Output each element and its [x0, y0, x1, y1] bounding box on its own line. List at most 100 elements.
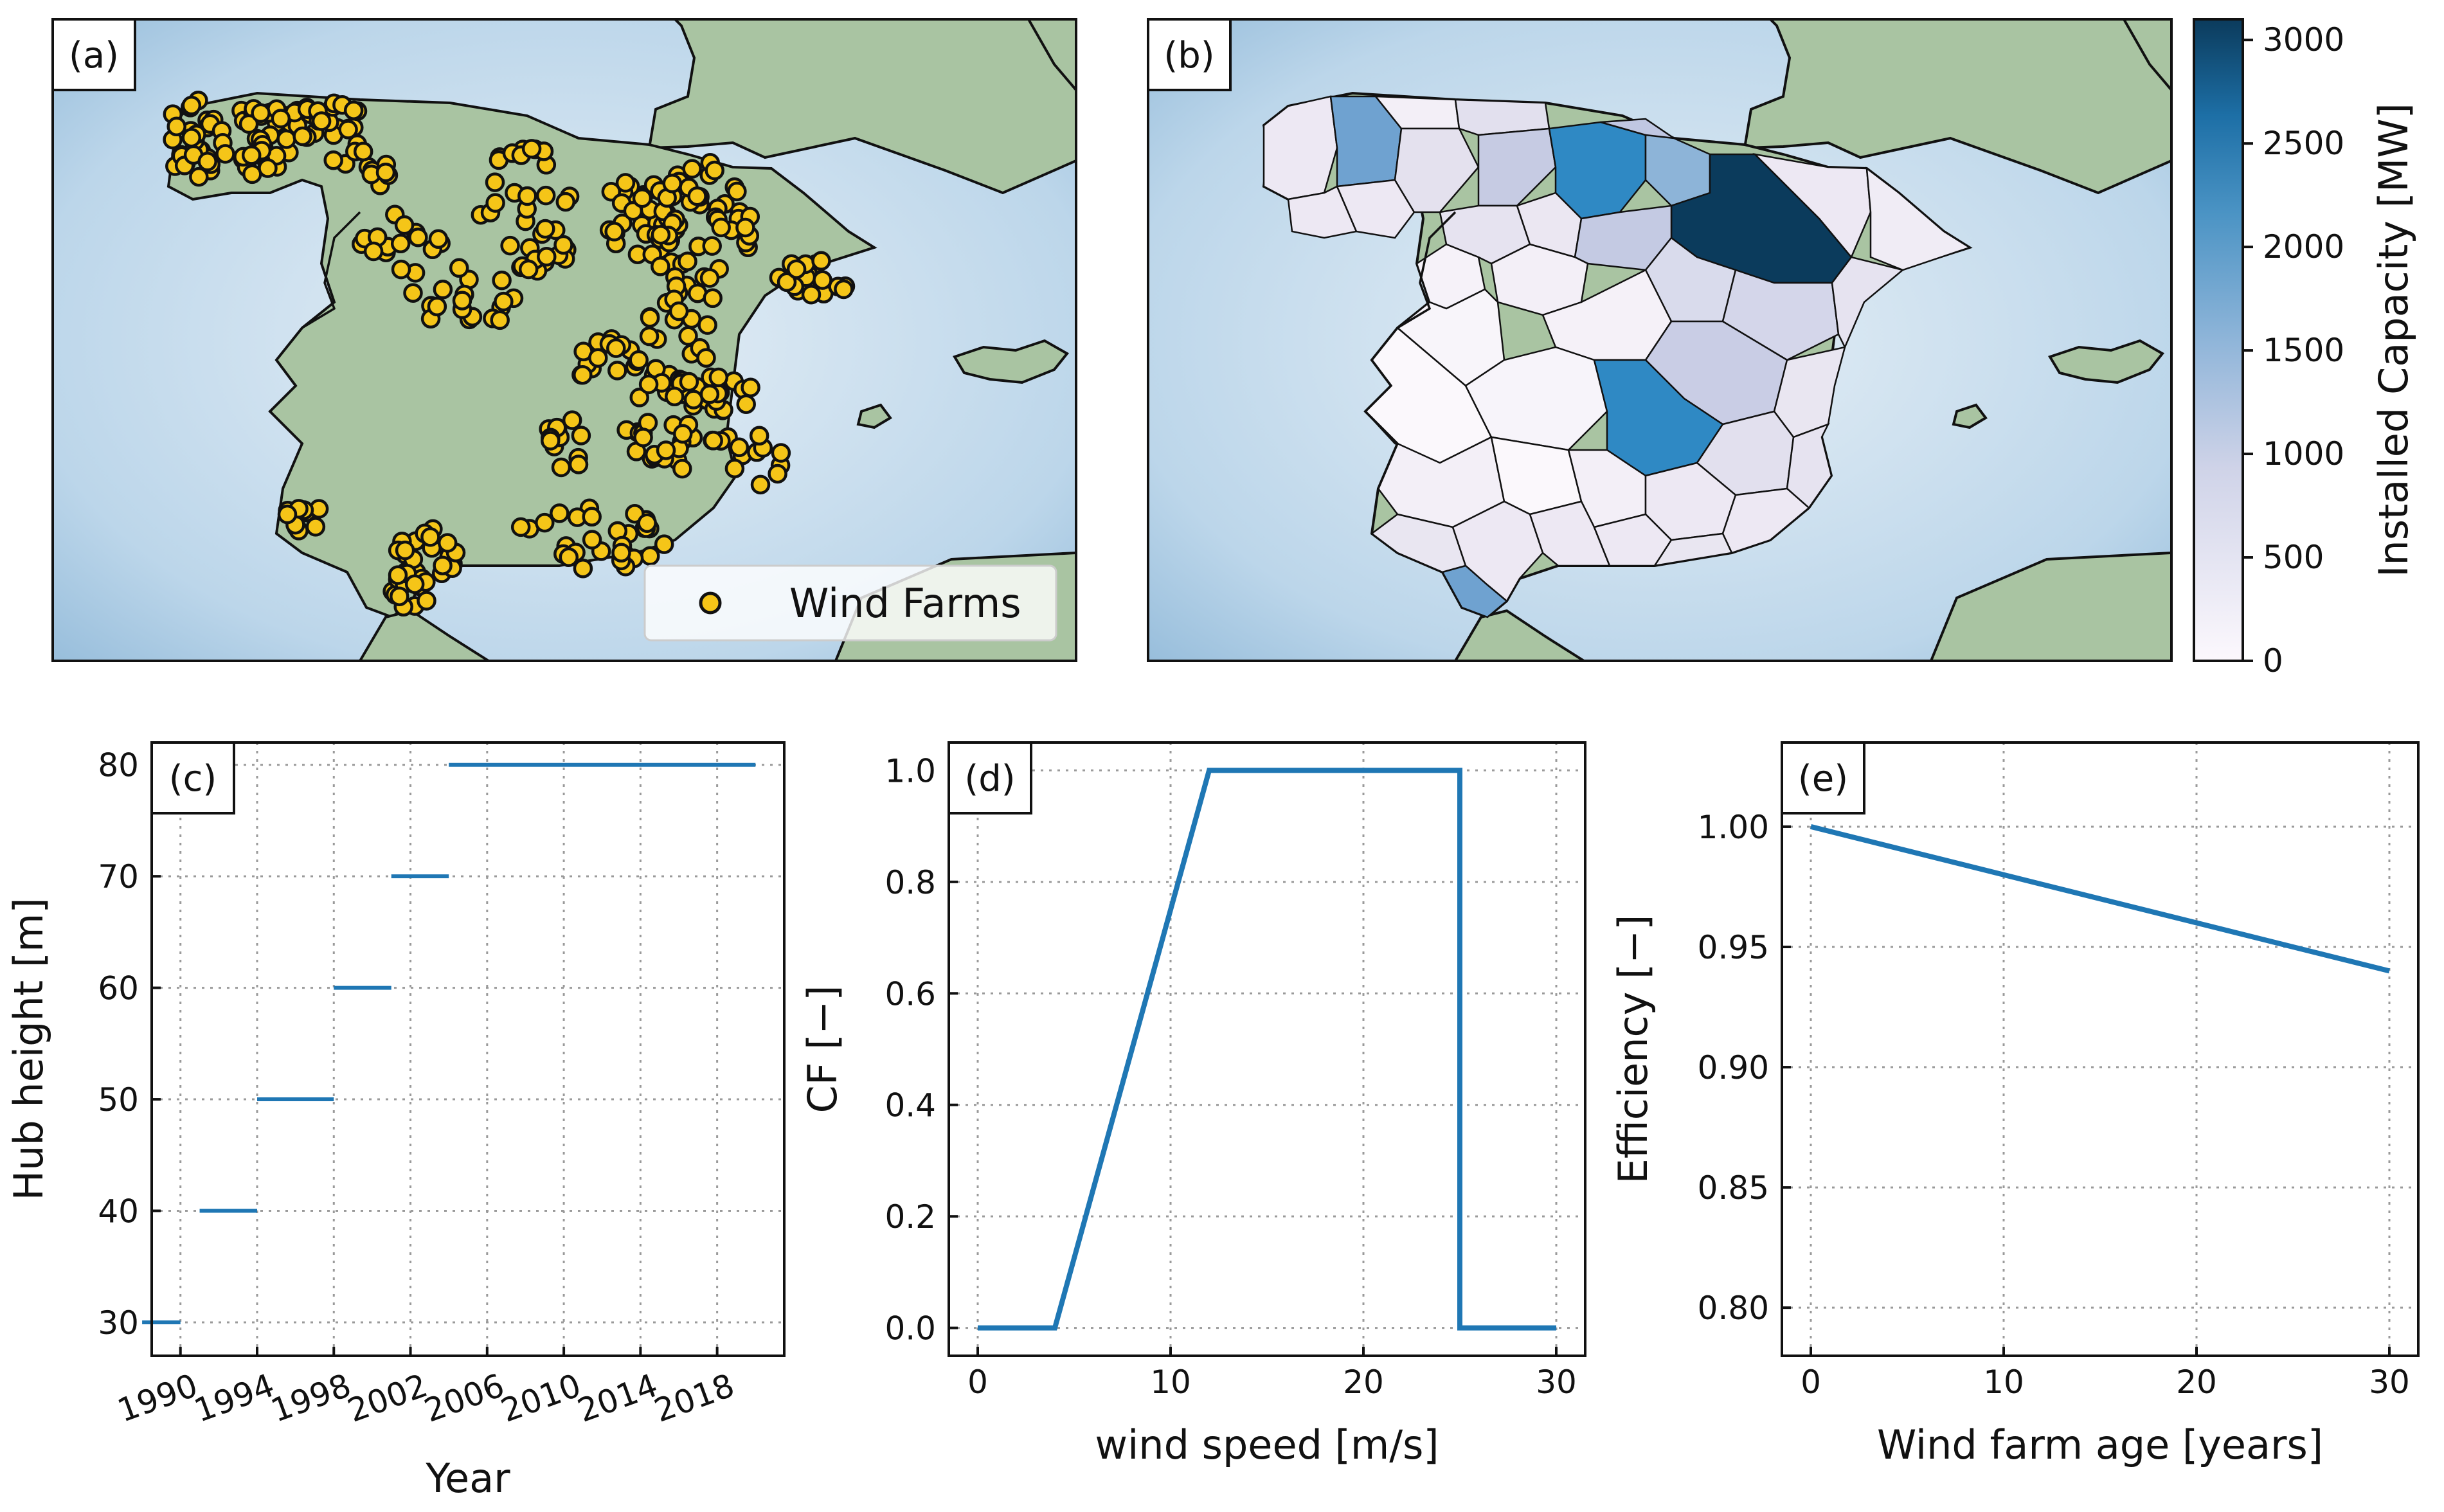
wind-farm-marker — [834, 279, 854, 300]
wind-farm-marker — [433, 280, 453, 300]
wind-farm-marker — [521, 139, 542, 159]
wind-farm-marker — [408, 227, 428, 248]
wind-farm-marker — [640, 546, 660, 566]
land-africa — [1453, 609, 1586, 661]
wind-farm-marker — [559, 547, 579, 568]
x-tick-label: 1994 — [190, 1367, 279, 1430]
panel-b-frame — [1147, 18, 2173, 662]
series-line — [978, 768, 1556, 1331]
y-tick-label: 60 — [98, 970, 139, 1007]
wind-farm-marker — [606, 338, 626, 358]
wind-farm-marker — [535, 512, 555, 533]
wind-farm-marker — [390, 586, 409, 606]
wind-farm-marker — [729, 437, 750, 458]
wind-farm-marker — [582, 507, 602, 527]
wind-farm-marker — [238, 114, 259, 134]
wind-farm-marker — [604, 222, 624, 242]
colorbar-tick-label: 1000 — [2263, 435, 2344, 473]
colorbar-tick-label: 500 — [2263, 539, 2324, 576]
wind-farm-marker — [735, 217, 755, 238]
wind-farm-marker — [452, 291, 472, 310]
y-tick-label: 0.2 — [885, 1198, 936, 1236]
wind-farm-marker — [181, 127, 202, 148]
wind-farm-marker — [420, 527, 440, 547]
wind-farm-marker — [573, 558, 593, 579]
colorbar-tick-label: 3000 — [2263, 21, 2344, 59]
colorbar-tick-label: 2000 — [2263, 228, 2344, 266]
x-tick-label: 0 — [1801, 1364, 1821, 1401]
wind-farm-marker — [573, 364, 593, 385]
y-tick-label: 1.00 — [1698, 809, 1769, 846]
wind-farm-marker — [391, 259, 411, 280]
panel-label-box — [948, 741, 1032, 815]
x-tick-label: 2018 — [649, 1367, 739, 1430]
wind-farm-marker — [699, 268, 720, 288]
wind-farm-marker — [724, 458, 745, 479]
y-axis-label: Hub height [m] — [5, 897, 52, 1200]
wind-farm-marker — [555, 192, 576, 212]
wind-farm-marker — [353, 141, 373, 162]
wind-farm-marker — [562, 410, 582, 430]
colorbar-tick-label: 1500 — [2263, 332, 2344, 369]
wind-farm-marker — [510, 517, 531, 537]
x-tick-label: 2006 — [420, 1367, 509, 1430]
panel-d-power-curve: 0 10 20 30 0.0 0.2 0.4 0.6 0.8 1.0 (d) wind speed [… — [799, 741, 1586, 1468]
x-tick-label: 10 — [1150, 1364, 1191, 1401]
wind-farm-marker — [705, 160, 724, 181]
wind-farm-marker — [553, 235, 573, 255]
wind-farm-marker — [343, 100, 364, 120]
panel-b-label: (b) — [1164, 35, 1214, 76]
wind-farm-marker — [428, 229, 449, 249]
wind-farm-marker — [588, 348, 608, 368]
wind-farm-marker — [697, 315, 717, 335]
land-ibiza — [856, 403, 892, 429]
panel-b-label-box — [1147, 18, 1232, 91]
wind-farm-marker — [727, 181, 747, 202]
wind-farm-marker — [390, 233, 411, 254]
land-algeria — [1929, 551, 2171, 661]
wind-farm-marker — [258, 158, 278, 178]
wind-farm-marker — [494, 291, 514, 312]
land-italy — [2122, 19, 2171, 93]
wind-farm-marker — [181, 95, 202, 116]
wind-farm-marker — [637, 513, 657, 533]
plot-frame — [150, 741, 786, 1357]
wind-farm-marker — [517, 186, 537, 206]
legend-a: Wind Farms — [643, 564, 1057, 642]
wind-farm-marker — [629, 388, 649, 408]
wind-farm-marker — [623, 201, 643, 221]
colorbar-label: Installed Capacity [MW] — [2370, 103, 2417, 577]
wind-farm-marker — [338, 120, 358, 140]
wind-farm-marker — [771, 443, 791, 463]
colorbar-ticks: 0 500 1000 1500 2000 2500 3000 — [2243, 21, 2344, 680]
wind-farm-marker — [741, 377, 760, 398]
panel-a-frame — [51, 18, 1077, 662]
series-line — [1810, 824, 2390, 974]
x-axis-label: Year — [425, 1455, 510, 1502]
y-tick-label: 0.85 — [1698, 1169, 1769, 1207]
wind-farm-marker — [708, 367, 729, 388]
provinces — [1262, 95, 1972, 618]
plot-area — [1782, 742, 2418, 1356]
wind-farm-marker — [777, 272, 797, 292]
x-tick-label: 0 — [967, 1364, 988, 1401]
portugal-border — [1363, 211, 1457, 534]
wind-farm-marker — [394, 215, 415, 235]
wind-farm-marker — [197, 152, 217, 172]
wind-farm-marker — [679, 372, 699, 392]
legend-marker — [699, 591, 722, 615]
x-tick-label: 2014 — [573, 1367, 662, 1430]
colorbar: 0 500 1000 1500 2000 2500 3000 Installed Capac… — [2193, 18, 2417, 680]
wind-farm-marker — [801, 284, 822, 305]
wind-farm-marker — [550, 503, 570, 523]
wind-farm-marker — [568, 455, 589, 474]
y-tick-label: 0.80 — [1698, 1290, 1769, 1327]
wind-farm-marker — [640, 308, 660, 328]
land-mallorca — [2048, 339, 2165, 384]
wind-farm-marker — [323, 150, 343, 170]
wind-farm-marker — [427, 296, 447, 317]
wind-farm-marker — [651, 256, 670, 276]
y-tick-label: 70 — [98, 858, 139, 896]
land-france — [1743, 19, 2171, 195]
